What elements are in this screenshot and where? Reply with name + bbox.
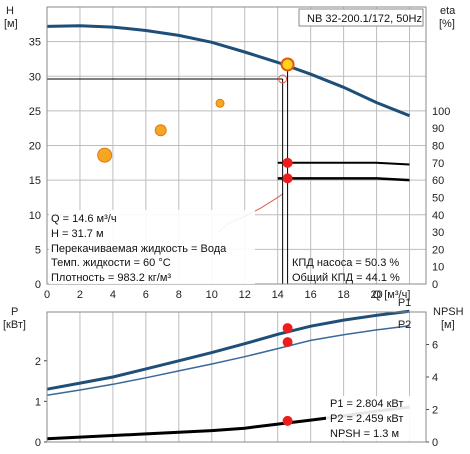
top-ytick-label: 0 [35, 279, 41, 291]
info-density: Плотность = 983.2 кг/м³ [51, 272, 171, 284]
bottom-ytick-right-label: 2 [432, 405, 438, 417]
top-ytick-right-label: 90 [432, 123, 444, 135]
bottom-ytick-right-label: 0 [432, 437, 438, 449]
npsh-duty-point [282, 415, 293, 426]
chart-title: NB 32-200.1/172, 50Hz [307, 13, 422, 25]
info-liquid: Перекачиваемая жидкость = Вода [51, 243, 227, 255]
bottom-ylabel-right-unit: [м] [441, 319, 455, 331]
info-box-left-bg [49, 210, 255, 284]
top-ytick-right-label: 40 [432, 210, 444, 222]
info-p1: P1 = 2.804 кВт [330, 398, 403, 410]
info-box-left: Q = 14.6 м³/ч H = 31.7 м Перекачиваемая … [51, 213, 227, 284]
top-xtick-label: 20 [370, 289, 382, 301]
info-box-right: КПД насоса = 50.3 % Общий КПД = 44.1 % [292, 257, 400, 284]
efficiency-duty-point [282, 157, 293, 168]
top-ytick-right-label: 80 [432, 141, 444, 153]
top-ytick-label: 20 [29, 141, 41, 153]
total-efficiency-curve-upper [277, 161, 410, 166]
top-ytick-label: 30 [29, 71, 41, 83]
top-xtick-label: 14 [272, 289, 284, 301]
top-xtick-label: 2 [77, 289, 83, 301]
top-ytick-right-label: 60 [432, 175, 444, 187]
duty-point-marker [280, 57, 295, 72]
p1-duty-point [282, 323, 293, 334]
top-xtick-label: Q [м³/ч] [373, 289, 411, 301]
info-h: H = 31.7 м [51, 228, 104, 240]
info-q: Q = 14.6 м³/ч [51, 213, 117, 225]
pump-head-curve [46, 24, 411, 118]
info-total-eff: Общий КПД = 44.1 % [292, 272, 400, 284]
bep-marker [154, 124, 167, 137]
total-efficiency-curve-lower [277, 177, 410, 182]
efficiency-duty-point [282, 173, 293, 184]
top-ylabel-h: H [6, 5, 14, 17]
top-ytick-label: 25 [29, 106, 41, 118]
bottom-plot-frame [46, 311, 427, 443]
p1-series-label: P1 [398, 297, 411, 309]
top-xtick-label: 4 [110, 289, 116, 301]
top-xtick-label: 8 [176, 289, 182, 301]
top-ytick-right-label: 100 [432, 106, 450, 118]
top-ylabel-unit: [м] [4, 18, 18, 30]
bottom-ytick-label: 1 [35, 396, 41, 408]
top-xtick-label: 10 [206, 289, 218, 301]
bottom-ylabel-p: P [11, 306, 18, 318]
p2-series-label: P2 [398, 319, 411, 331]
top-ylabel-right-unit: [%] [439, 18, 455, 30]
bottom-ylabel-right-npsh: NPSH [433, 306, 464, 318]
top-series [46, 24, 411, 284]
top-ytick-right-label: 50 [432, 192, 444, 204]
top-ytick-right-label: 30 [432, 227, 444, 239]
efficiency-duty-marker [278, 74, 288, 84]
info-temp: Темп. жидкости = 60 °C [51, 257, 171, 269]
info-p2: P2 = 2.459 кВт [330, 413, 403, 425]
top-xtick-label: 6 [143, 289, 149, 301]
bottom-ytick-right-label: 4 [432, 372, 438, 384]
top-xtick-label: 0 [44, 289, 50, 301]
top-ytick-right-label: 10 [432, 262, 444, 274]
p1-curve [46, 309, 410, 391]
top-xtick-label: 12 [239, 289, 251, 301]
top-ylabel-right-eta: eta [440, 5, 456, 17]
top-xtick-label: 18 [337, 289, 349, 301]
top-ytick-right-label: 70 [432, 158, 444, 170]
top-ticks: 0 2 4 6 8 10 12 14 16 18 20Q [м³/ч]051015202530350… [29, 37, 451, 301]
info-box-bottom: P1 = 2.804 кВт P2 = 2.459 кВт NPSH = 1.3… [330, 398, 403, 440]
bep-marker [215, 98, 225, 108]
top-ytick-right-label: 20 [432, 244, 444, 256]
bottom-ytick-label: 0 [35, 437, 41, 449]
top-ytick-label: 5 [35, 244, 41, 256]
info-pump-eff: КПД насоса = 50.3 % [292, 257, 399, 269]
chart-title-box [298, 8, 424, 27]
top-xtick-label: 16 [305, 289, 317, 301]
bottom-ylabel-unit: [кВт] [3, 319, 26, 331]
p2-duty-point [282, 337, 293, 348]
info-box-bottom-bg [326, 396, 424, 441]
top-ytick-label: 10 [29, 210, 41, 222]
top-ytick-label: 15 [29, 175, 41, 187]
bottom-ytick-label: 2 [35, 356, 41, 368]
top-ytick-right-label: 0 [432, 279, 438, 291]
p2-curve [46, 325, 410, 397]
info-npsh: NPSH = 1.3 м [330, 428, 399, 440]
top-ytick-label: 35 [29, 37, 41, 49]
bep-marker [97, 147, 113, 163]
bottom-ytick-right-label: 6 [432, 340, 438, 352]
